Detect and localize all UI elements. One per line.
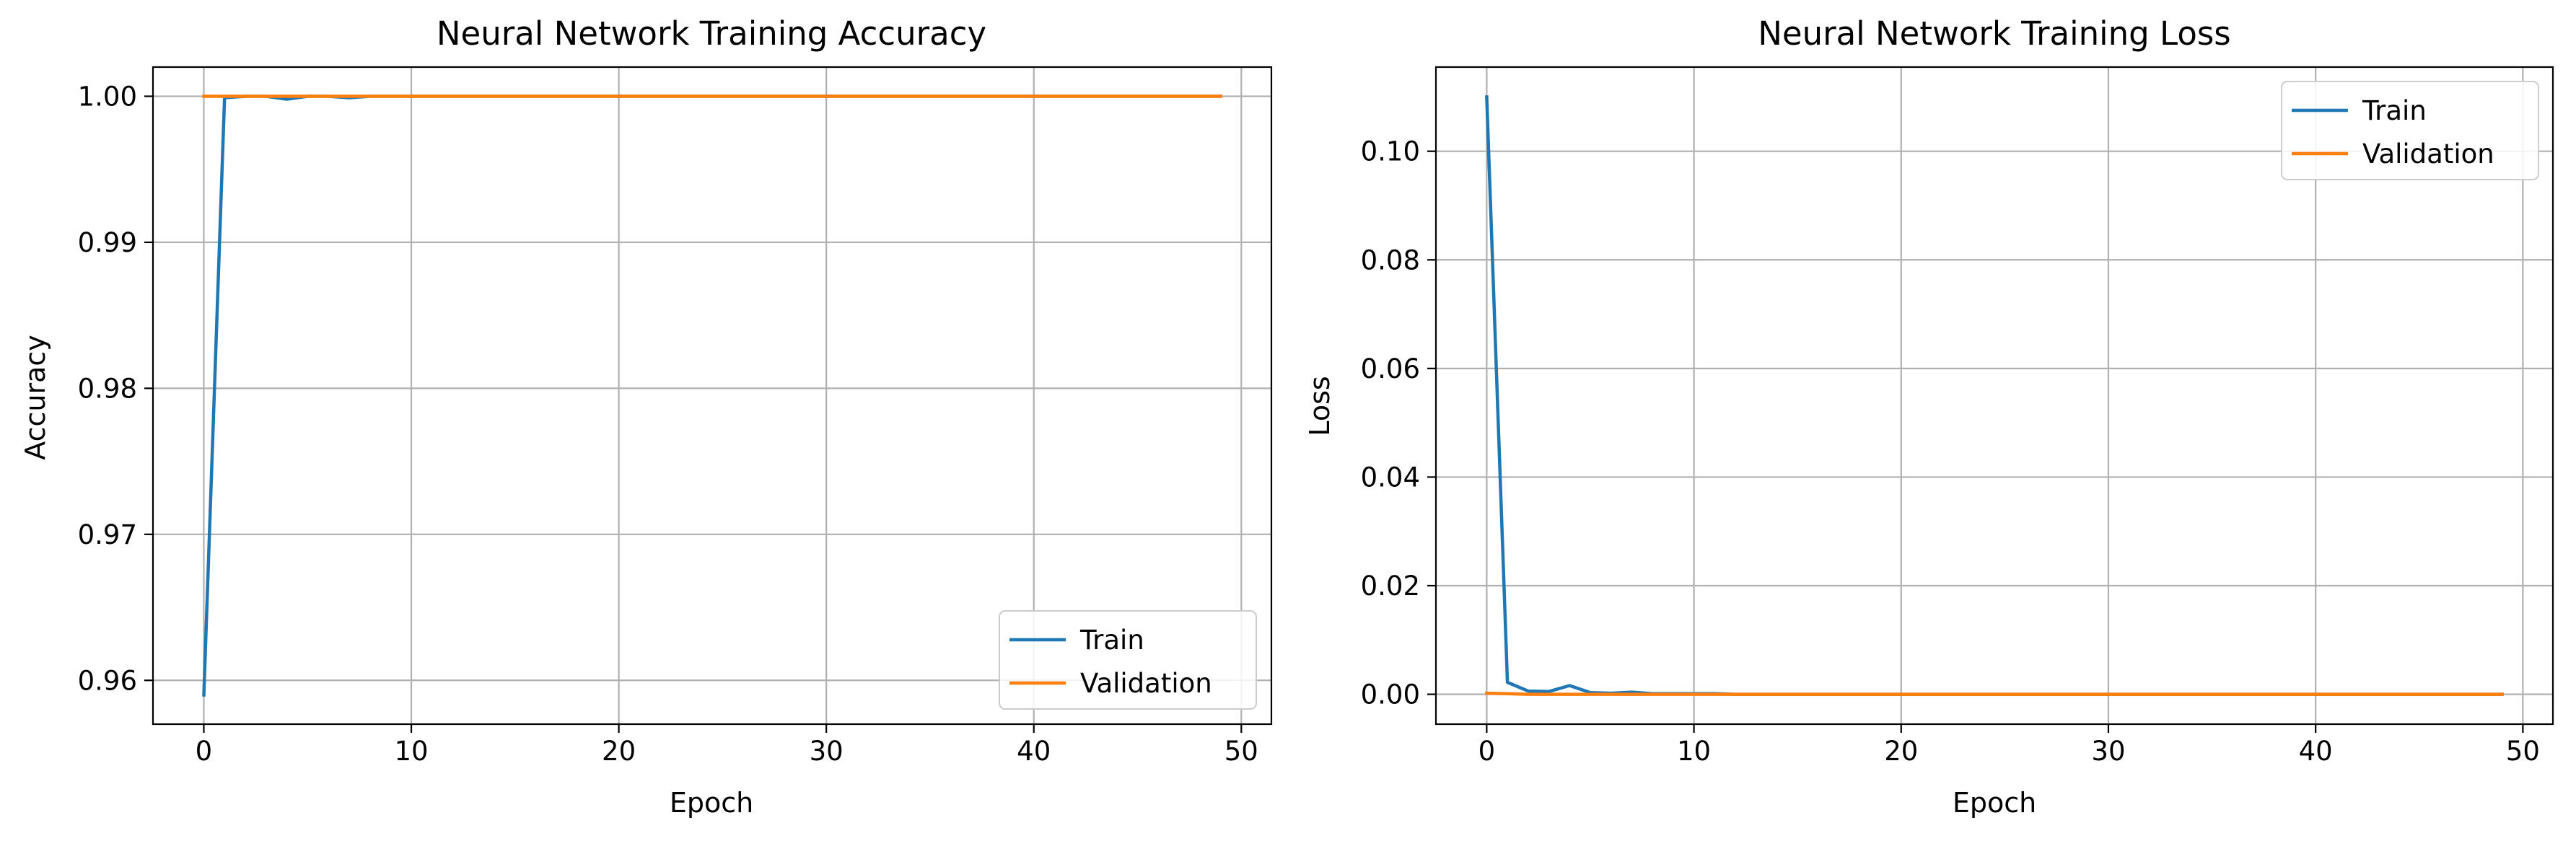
- accuracy-y-tick-label: 0.96: [78, 665, 137, 696]
- accuracy-x-tick-label: 10: [394, 736, 428, 767]
- accuracy-legend-label-train: Train: [1079, 625, 1144, 656]
- loss-y-tick-label: 0.00: [1361, 679, 1420, 710]
- accuracy-x-tick-label: 30: [810, 736, 844, 767]
- accuracy-y-axis-label: Accuracy: [19, 335, 51, 460]
- accuracy-x-tick-label: 40: [1017, 736, 1051, 767]
- loss-x-tick-label: 30: [2091, 736, 2125, 767]
- loss-legend-label-validation: Validation: [2362, 138, 2494, 169]
- accuracy-legend: Train Validation: [999, 610, 1257, 710]
- loss-y-tick-label: 0.02: [1361, 571, 1420, 602]
- accuracy-legend-label-validation: Validation: [1080, 668, 1212, 699]
- loss-x-tick-label: 40: [2299, 736, 2333, 767]
- accuracy-chart: Neural Network Training Accuracy Epoch A…: [19, 14, 1273, 819]
- loss-legend: Train Validation: [2281, 81, 2539, 180]
- accuracy-x-axis-label: Epoch: [670, 787, 753, 819]
- accuracy-y-tick-label: 1.00: [78, 81, 137, 112]
- loss-axes-frame: [1434, 66, 2554, 726]
- accuracy-y-tick-label: 0.99: [78, 227, 137, 258]
- loss-chart: Neural Network Training Loss Epoch Loss …: [1304, 14, 2554, 819]
- loss-x-tick-label: 10: [1677, 736, 1711, 767]
- loss-y-tick-label: 0.08: [1361, 245, 1420, 276]
- loss-chart-title: Neural Network Training Loss: [1758, 14, 2231, 53]
- loss-x-tick-label: 20: [1884, 736, 1918, 767]
- accuracy-x-tick-label: 50: [1225, 736, 1258, 767]
- loss-x-tick-label: 0: [1478, 736, 1496, 767]
- loss-legend-label-train: Train: [2362, 95, 2427, 126]
- accuracy-axes-frame: [152, 66, 1273, 726]
- loss-y-tick-label: 0.06: [1361, 353, 1420, 384]
- accuracy-y-tick-label: 0.98: [78, 373, 137, 404]
- accuracy-plot-area: 0 10 20 30 40 50 0.96 0.97 0.98 0.99 1.00 Train Vali…: [78, 66, 1273, 767]
- loss-x-axis-label: Epoch: [1953, 787, 2036, 819]
- accuracy-x-tick-label: 0: [196, 736, 213, 767]
- loss-y-tick-label: 0.10: [1361, 136, 1420, 167]
- loss-plot-area: 0 10 20 30 40 50 0.00 0.02 0.04 0.06 0.08 0.10 Train…: [1361, 66, 2554, 767]
- accuracy-chart-title: Neural Network Training Accuracy: [437, 14, 986, 53]
- loss-series-validation-line: [1485, 691, 2504, 696]
- accuracy-y-tick-label: 0.97: [78, 519, 137, 550]
- accuracy-x-tick-label: 20: [602, 736, 636, 767]
- loss-x-tick-label: 50: [2506, 736, 2540, 767]
- loss-y-tick-label: 0.04: [1361, 462, 1420, 493]
- loss-y-axis-label: Loss: [1304, 376, 1336, 436]
